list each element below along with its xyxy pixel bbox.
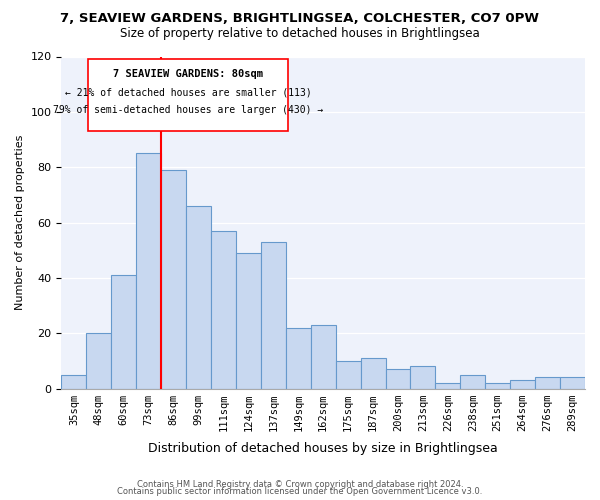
Bar: [111, 275, 136, 388]
Bar: [386, 369, 410, 388]
Text: 79% of semi-detached houses are larger (430) →: 79% of semi-detached houses are larger (…: [53, 106, 323, 116]
Bar: [61, 374, 86, 388]
Text: ← 21% of detached houses are smaller (113): ← 21% of detached houses are smaller (11…: [65, 88, 311, 98]
Bar: [311, 325, 335, 388]
Bar: [410, 366, 436, 388]
Bar: [261, 242, 286, 388]
Bar: [460, 374, 485, 388]
Bar: [211, 231, 236, 388]
Bar: [510, 380, 535, 388]
Bar: [560, 378, 585, 388]
Bar: [286, 328, 311, 388]
Bar: [361, 358, 386, 388]
Bar: [86, 333, 111, 388]
Text: 7 SEAVIEW GARDENS: 80sqm: 7 SEAVIEW GARDENS: 80sqm: [113, 70, 263, 80]
Bar: [136, 154, 161, 388]
Bar: [161, 170, 186, 388]
Y-axis label: Number of detached properties: Number of detached properties: [15, 135, 25, 310]
Bar: [535, 378, 560, 388]
FancyBboxPatch shape: [88, 60, 288, 131]
Bar: [335, 361, 361, 388]
Bar: [436, 383, 460, 388]
Text: Contains public sector information licensed under the Open Government Licence v3: Contains public sector information licen…: [118, 487, 482, 496]
Text: Size of property relative to detached houses in Brightlingsea: Size of property relative to detached ho…: [120, 28, 480, 40]
Text: 7, SEAVIEW GARDENS, BRIGHTLINGSEA, COLCHESTER, CO7 0PW: 7, SEAVIEW GARDENS, BRIGHTLINGSEA, COLCH…: [61, 12, 539, 26]
X-axis label: Distribution of detached houses by size in Brightlingsea: Distribution of detached houses by size …: [148, 442, 498, 455]
Bar: [236, 253, 261, 388]
Bar: [186, 206, 211, 388]
Text: Contains HM Land Registry data © Crown copyright and database right 2024.: Contains HM Land Registry data © Crown c…: [137, 480, 463, 489]
Bar: [485, 383, 510, 388]
